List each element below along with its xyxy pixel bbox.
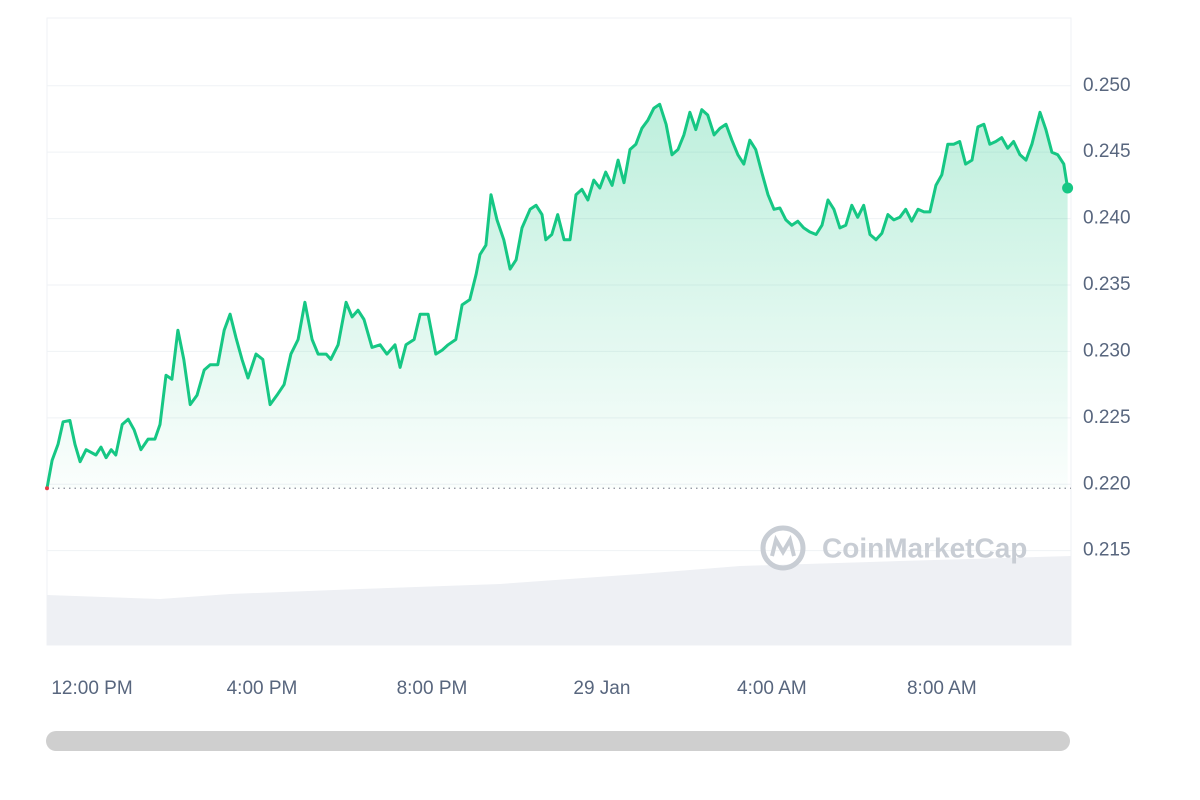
- watermark-text: CoinMarketCap: [822, 532, 1027, 563]
- volume-bars: [47, 556, 1071, 645]
- x-tick-label: 8:00 PM: [397, 678, 468, 699]
- last-point: [1062, 182, 1074, 194]
- scrollbar[interactable]: [46, 731, 1070, 751]
- watermark: CoinMarketCap: [760, 525, 1027, 571]
- y-tick-label: 0.215: [1083, 540, 1131, 561]
- watermark-logo: [760, 525, 806, 571]
- y-tick-label: 0.230: [1083, 340, 1131, 361]
- area: [47, 104, 1068, 489]
- start-point: [45, 486, 49, 491]
- y-tick-label: 0.240: [1083, 208, 1131, 229]
- x-tick-label: 29 Jan: [573, 678, 630, 699]
- x-tick-label: 4:00 AM: [737, 678, 807, 699]
- watermark-logo-mark: [770, 534, 796, 557]
- y-tick-label: 0.220: [1083, 473, 1131, 494]
- price-line: [45, 102, 1070, 490]
- x-tick-label: 8:00 AM: [907, 678, 977, 699]
- x-tick-label: 4:00 PM: [227, 678, 298, 699]
- x-tick-label: 12:00 PM: [51, 678, 132, 699]
- y-tick-label: 0.235: [1083, 274, 1131, 295]
- y-tick-label: 0.245: [1083, 141, 1131, 162]
- y-tick-label: 0.250: [1083, 75, 1131, 96]
- y-tick-label: 0.225: [1083, 407, 1131, 428]
